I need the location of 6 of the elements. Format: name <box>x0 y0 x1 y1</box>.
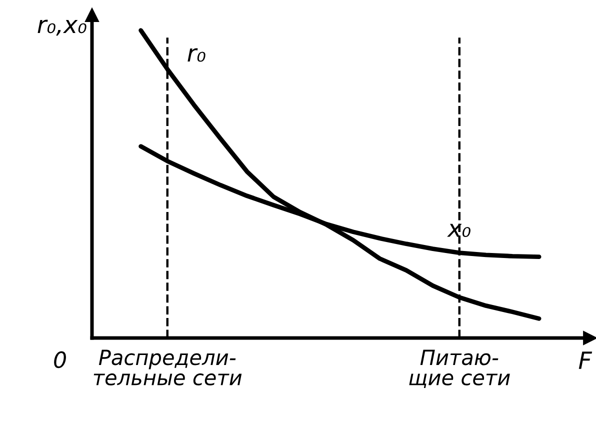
x-axis-title: F <box>578 352 592 369</box>
text: 0 <box>54 351 66 368</box>
x-tick-label: Распредели- тельные сети <box>94 350 242 386</box>
series-label: r₀ <box>188 48 206 62</box>
y-axis-title: r₀,x₀ <box>38 20 86 36</box>
x-tick-label: Питаю- щие сети <box>409 350 510 388</box>
